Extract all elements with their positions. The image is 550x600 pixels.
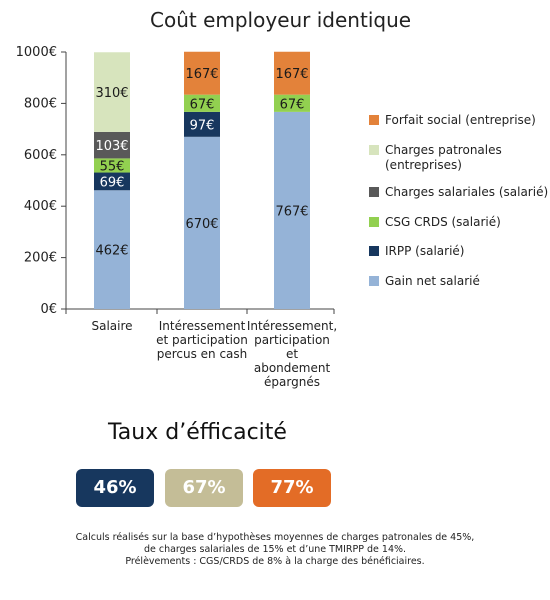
- legend-swatch: [369, 246, 379, 256]
- category-label: Salaire: [91, 319, 132, 333]
- data-label: 69€: [100, 175, 125, 190]
- bar-segment: [94, 190, 130, 309]
- legend-item: Charges salariales (salarié): [369, 185, 548, 199]
- legend-swatch: [369, 115, 379, 125]
- footnote-line: de charges salariales de 15% et d’une TM…: [143, 544, 407, 555]
- efficiency-title: Taux d’éfficacité: [108, 420, 287, 445]
- data-label: 167€: [185, 67, 218, 82]
- bar-segment: [94, 131, 130, 159]
- legend-item: Charges patronales (entreprises): [369, 143, 502, 172]
- legend-swatch: [369, 187, 379, 197]
- y-tick-label: 400€: [24, 199, 57, 214]
- legend-swatch: [369, 217, 379, 227]
- bar-segment: [184, 136, 220, 309]
- efficiency-badge-epargne: 77%: [253, 469, 331, 507]
- data-label: 67€: [280, 97, 305, 112]
- bar-segment: [184, 94, 220, 112]
- y-tick-label: 600€: [24, 148, 57, 163]
- legend-label: Charges salariales (salarié): [385, 185, 548, 199]
- bar-segment: [184, 51, 220, 95]
- legend-label: CSG CRDS (salarié): [385, 215, 501, 229]
- y-tick-label: 1000€: [16, 45, 57, 60]
- data-label: 462€: [95, 244, 128, 259]
- data-label: 167€: [275, 67, 308, 82]
- chart-title: Coût employeur identique: [150, 8, 412, 32]
- efficiency-badge-cash: 67%: [165, 469, 243, 507]
- category-labels-layer: Salaire Intéressement et participation perc…: [91, 319, 337, 389]
- y-tick-label: 800€: [24, 96, 57, 111]
- bar-segment: [274, 51, 310, 95]
- y-tick-label: 200€: [24, 251, 57, 266]
- y-tick-label: 0€: [40, 302, 57, 317]
- data-label: 67€: [190, 97, 215, 112]
- data-label: 103€: [95, 139, 128, 154]
- bar-segment: [274, 94, 310, 112]
- bar-segment: [274, 111, 310, 309]
- legend-label: IRPP (salarié): [385, 244, 464, 258]
- legend-item: IRPP (salarié): [369, 244, 464, 258]
- footnote-line: Calculs réalisés sur la base d’hypothèse…: [75, 532, 475, 543]
- legend: Forfait social (entreprise) Charges patro…: [369, 113, 548, 288]
- data-label: 670€: [185, 217, 218, 232]
- legend-item: Gain net salarié: [369, 274, 480, 288]
- category-label: Intéressement, participation et abondement é…: [247, 319, 337, 389]
- legend-label: Charges patronales (entreprises): [385, 143, 502, 172]
- data-label: 767€: [275, 204, 308, 219]
- data-label: 310€: [95, 86, 128, 101]
- legend-swatch: [369, 276, 379, 286]
- legend-label: Forfait social (entreprise): [385, 113, 536, 127]
- footnote: Calculs réalisés sur la base d’hypothèse…: [0, 532, 550, 568]
- legend-item: Forfait social (entreprise): [369, 113, 536, 127]
- data-label: 97€: [190, 118, 215, 133]
- efficiency-badge-salaire: 46%: [76, 469, 154, 507]
- data-label: 55€: [100, 159, 125, 174]
- legend-swatch: [369, 145, 379, 155]
- stacked-bar-chart: 0€ 200€ 400€ 600€ 800€ 1000€ 462€ 69€55€ 103€ 31…: [16, 45, 549, 389]
- bar-segment: [184, 111, 220, 137]
- bar-segment: [94, 158, 130, 173]
- bar-segment: [94, 172, 130, 191]
- bars-layer: [94, 51, 310, 309]
- category-label: Intéressement et participation percus en c…: [156, 319, 248, 361]
- legend-label: Gain net salarié: [385, 274, 480, 288]
- legend-item: CSG CRDS (salarié): [369, 215, 501, 229]
- data-labels-layer: 462€ 69€55€ 103€ 310€ 670€ 97€ 67€ 167€ 767€ 67€ 1…: [95, 67, 308, 258]
- bar-segment: [94, 52, 130, 132]
- footnote-line: Prélèvements : CGS/CRDS de 8% à la charg…: [125, 556, 425, 567]
